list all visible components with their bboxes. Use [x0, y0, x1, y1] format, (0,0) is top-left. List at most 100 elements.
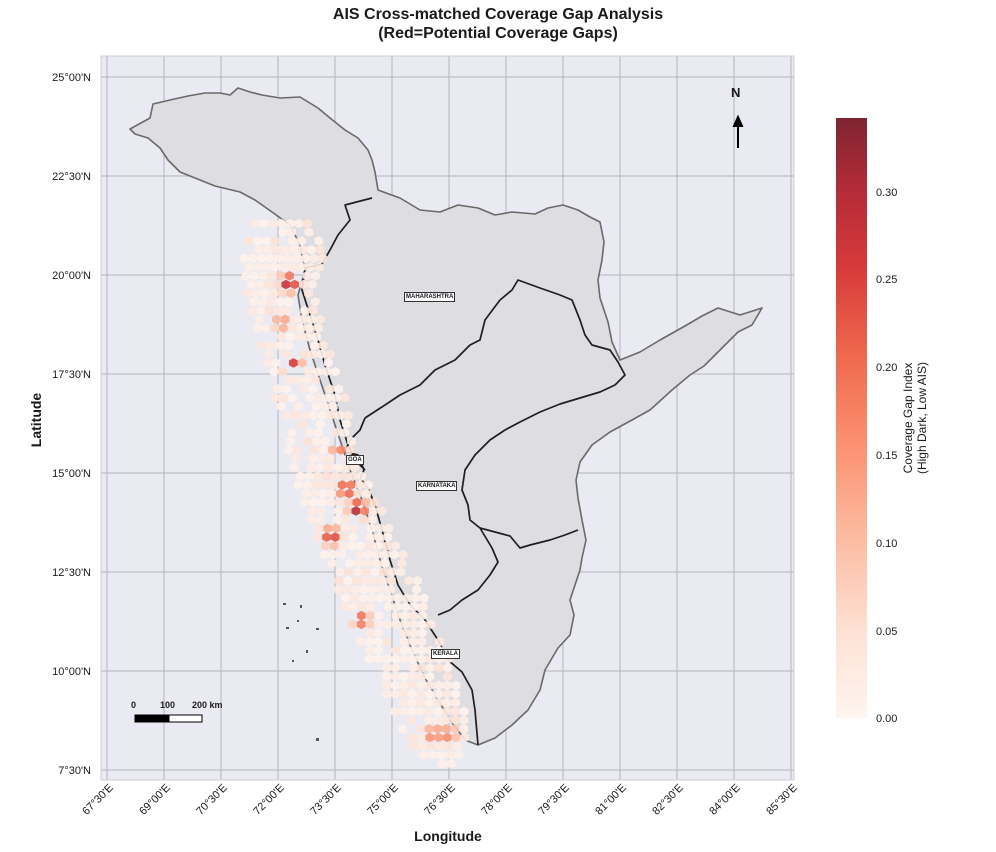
- hexbin-cell: [374, 619, 384, 630]
- hexbin-cell: [342, 584, 351, 595]
- hexbin-cell: [330, 532, 340, 542]
- hexbin-cell: [316, 506, 326, 516]
- hexbin-cell: [446, 758, 456, 769]
- hexbin-cell: [320, 549, 329, 560]
- hexbin-cell: [416, 706, 425, 717]
- hexbin-cell: [252, 323, 262, 333]
- hexbin-cell: [338, 541, 348, 551]
- hexbin-cell: [307, 506, 317, 516]
- hexbin-cell: [396, 567, 406, 577]
- hexbin-cell: [451, 706, 460, 717]
- hexbin-cell: [283, 253, 293, 264]
- hexbin-cell: [377, 584, 386, 595]
- hexbin-cell: [308, 453, 318, 464]
- hexbin-cell: [370, 567, 380, 577]
- hexbin-cell: [390, 689, 400, 699]
- hexbin-cell: [419, 750, 428, 760]
- hexbin-cell: [284, 375, 294, 386]
- hexbin-cell: [370, 497, 379, 508]
- hexbin-cell: [244, 262, 254, 272]
- hexbin-cell: [347, 541, 357, 551]
- hexbin-cell: [391, 645, 400, 656]
- hexbin-cell: [291, 410, 301, 420]
- hexbin-cell: [278, 288, 287, 298]
- hexbin-cell: [310, 445, 320, 455]
- hexbin-cell: [317, 349, 326, 359]
- hexbin-cell: [451, 697, 461, 708]
- hexbin-cell: [356, 619, 366, 630]
- hexbin-cell: [296, 323, 306, 333]
- hexbin-cell: [409, 628, 418, 638]
- hexbin-cell: [244, 236, 254, 246]
- hexbin-cell: [348, 471, 358, 481]
- colorbar: [836, 118, 867, 718]
- hexbin-cell: [308, 384, 317, 394]
- hexbin-cell: [257, 340, 267, 351]
- hexbin-cell: [312, 436, 321, 447]
- hexbin-cell: [450, 724, 460, 734]
- hexbin-cell: [379, 567, 388, 577]
- hexbin-cell: [294, 480, 303, 490]
- hexbin-cell: [334, 384, 344, 394]
- hexbin-cell: [313, 366, 323, 377]
- hexbin-cell: [265, 253, 275, 264]
- hexbin-cell: [399, 689, 408, 699]
- hexbin-cell: [340, 427, 350, 438]
- state-borders: [301, 197, 626, 746]
- scale-label-200: 200 km: [192, 700, 223, 710]
- state-label-kerala: KERALA: [431, 649, 460, 659]
- hexbin-cell: [351, 584, 360, 595]
- hexbin-cell: [348, 532, 358, 542]
- hexbin-cell: [433, 715, 443, 725]
- hexbin-cell: [241, 271, 251, 281]
- hexbin-cell: [374, 628, 383, 638]
- hexbin-cell: [261, 323, 271, 333]
- hexbin-cell: [254, 314, 264, 325]
- hexbin-cell: [407, 715, 416, 725]
- hexbin-cell: [366, 602, 376, 612]
- colorbar-tick: 0.10: [876, 538, 898, 550]
- hexbin-cell: [275, 340, 285, 351]
- hexbin-cell: [318, 488, 328, 499]
- hexbin-cell: [408, 636, 418, 647]
- hexbin-cell: [348, 619, 357, 630]
- hexbin-cell: [364, 654, 374, 664]
- hexbin-cell: [368, 506, 378, 516]
- hexbin-cell: [441, 724, 451, 734]
- colorbar-label: Coverage Gap Index (High Dark, Low AIS): [901, 362, 929, 474]
- hexbin-cell: [374, 610, 384, 621]
- hexbin-cell: [327, 445, 337, 455]
- hexbin-cell: [268, 218, 278, 229]
- hexbin-cell: [390, 549, 399, 560]
- hexbin-cell: [442, 680, 452, 691]
- hexbin-cell: [284, 340, 293, 351]
- hexbin-cell: [288, 236, 297, 246]
- lat-tick: 10°00'N: [52, 666, 91, 678]
- hexbin-cell: [373, 636, 383, 647]
- hexbin-cell: [340, 393, 350, 403]
- hexbin-cell: [315, 419, 325, 429]
- hexbin-cell: [308, 305, 318, 316]
- hexbin-cell: [367, 514, 377, 525]
- hexbin-cell: [320, 436, 330, 447]
- hexbin-cell: [313, 471, 323, 481]
- hexbin-cell: [297, 236, 306, 246]
- hexbin-cell: [442, 706, 452, 717]
- scale-label-0: 0: [131, 700, 137, 710]
- hexbin-cell: [424, 706, 434, 717]
- hexbin-cell: [306, 514, 316, 525]
- hexbin-cell: [416, 697, 426, 708]
- hexbin-cell: [424, 715, 434, 725]
- hexbin-cell: [314, 393, 324, 403]
- hexbin-cell: [393, 593, 403, 603]
- hexbin-cell: [417, 741, 427, 751]
- hexbin-cell: [445, 750, 455, 760]
- hexbin-cell: [360, 575, 370, 586]
- hexbin-cell: [286, 288, 296, 298]
- hexbin-cell: [418, 610, 427, 621]
- hexbin-cell: [442, 732, 452, 743]
- hexbin-cell: [381, 549, 391, 560]
- hexbin-cell: [346, 480, 356, 490]
- hexbin-cell: [390, 671, 400, 682]
- hexbin-cell: [308, 349, 318, 359]
